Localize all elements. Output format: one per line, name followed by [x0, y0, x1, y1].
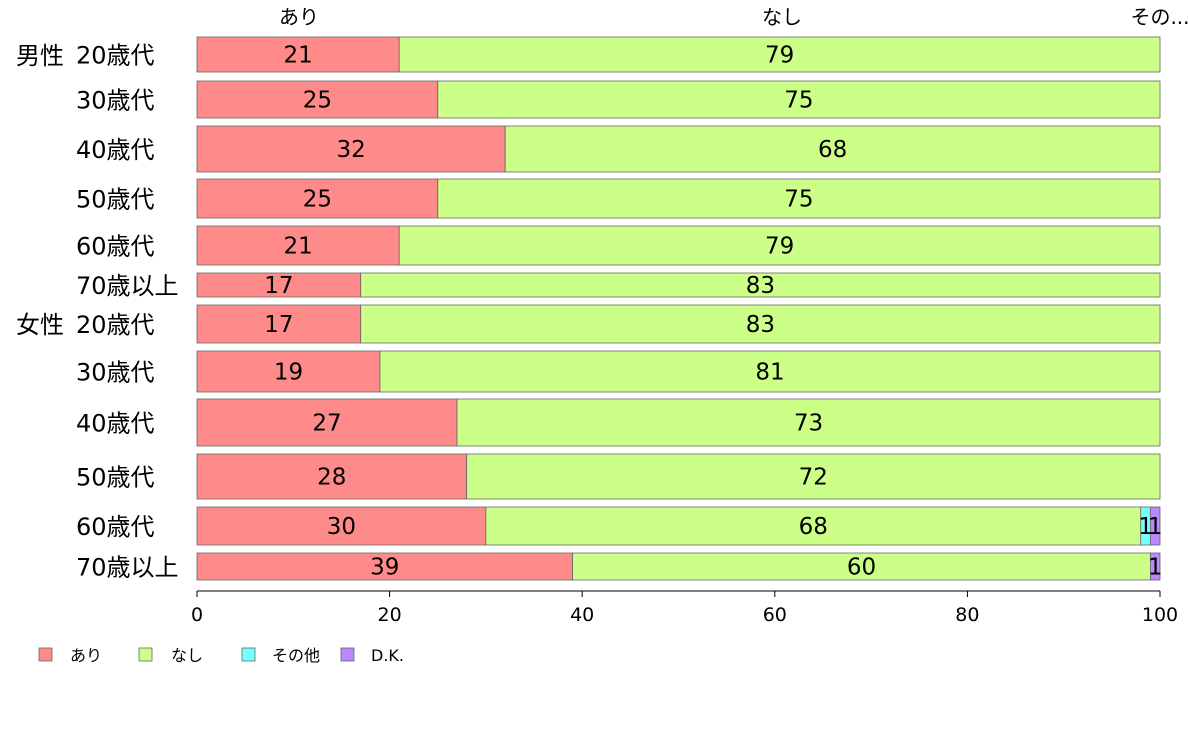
- group-label-female: 女性: [16, 311, 64, 339]
- x-tick-label: 20: [378, 604, 402, 626]
- bar-value-label: 28: [317, 465, 346, 491]
- row-label: 20歳代: [76, 311, 155, 339]
- bar-segment: [379, 350, 1161, 393]
- bar-segment: [196, 80, 439, 119]
- row-label: 30歳代: [76, 87, 155, 115]
- bar-value-label: 1: [1148, 514, 1163, 540]
- row-label: 70歳以上: [76, 272, 179, 300]
- row-label: 40歳代: [76, 136, 155, 164]
- top-label-sonota: その...: [1130, 5, 1188, 29]
- bar-segment: [456, 398, 1161, 447]
- bar-value-label: 75: [784, 88, 813, 114]
- bar-value-label: 83: [746, 312, 775, 338]
- bar-value-label: 81: [755, 360, 784, 386]
- bar-segment: [196, 552, 573, 581]
- bar-value-label: 30: [327, 514, 356, 540]
- row-label: 60歳代: [76, 513, 155, 541]
- bar-value-label: 25: [303, 88, 332, 114]
- legend-swatch-ari: [38, 647, 53, 662]
- bar-value-label: 72: [799, 465, 828, 491]
- bar-segment: [504, 125, 1161, 173]
- x-tick-label: 100: [1142, 604, 1178, 626]
- bar-value-label: 1: [1148, 555, 1163, 581]
- row-label: 70歳以上: [76, 554, 179, 582]
- x-tick-label: 0: [191, 604, 203, 626]
- row-label: 40歳代: [76, 410, 155, 438]
- bar-segment: [466, 453, 1161, 500]
- bar-segment: [572, 552, 1151, 581]
- top-label-nashi: なし: [762, 5, 802, 29]
- x-tick-label: 60: [763, 604, 787, 626]
- bar-value-label: 25: [303, 187, 332, 213]
- bar-value-label: 83: [746, 273, 775, 299]
- bar-value-label: 60: [847, 555, 876, 581]
- legend: あり なし その他 D.K.: [38, 646, 404, 665]
- bar-segment: [1149, 552, 1161, 581]
- row-label: 30歳代: [76, 359, 155, 387]
- bar-value-label: 27: [312, 411, 341, 437]
- bar-segment: [437, 80, 1161, 119]
- bar-value-label: 17: [264, 273, 293, 299]
- x-tick-label: 40: [570, 604, 594, 626]
- bar-value-label: 79: [765, 43, 794, 69]
- bar-segment: [398, 36, 1161, 73]
- bar-value-label: 73: [794, 411, 823, 437]
- bar-value-label: 17: [264, 312, 293, 338]
- row-label: 20歳代: [76, 42, 155, 70]
- legend-label-sonota: その他: [272, 646, 320, 665]
- bar-segment: [196, 398, 458, 447]
- bar-segment: [196, 225, 400, 266]
- bar-segment: [360, 272, 1161, 298]
- legend-label-dk: D.K.: [371, 646, 404, 665]
- group-label-male: 男性: [16, 42, 64, 70]
- bar-value-label: 68: [818, 137, 847, 163]
- bar-segment: [196, 506, 487, 546]
- bars-layer: [196, 36, 1161, 581]
- bar-value-label: 21: [283, 43, 312, 69]
- bar-segment: [196, 178, 439, 219]
- x-axis: 0 20 40 60 80 100: [191, 590, 1178, 626]
- top-label-ari: あり: [279, 5, 319, 29]
- row-label: 50歳代: [76, 186, 155, 214]
- legend-label-ari: あり: [70, 646, 102, 665]
- bar-value-label: 19: [274, 360, 303, 386]
- x-tick-label: 80: [955, 604, 979, 626]
- bar-value-label: 79: [765, 234, 794, 260]
- legend-swatch-dk: [340, 647, 355, 662]
- bar-segment: [196, 36, 400, 73]
- bar-segment: [196, 125, 506, 173]
- bar-value-label: 68: [799, 514, 828, 540]
- row-label: 60歳代: [76, 233, 155, 261]
- bar-segment: [196, 453, 468, 500]
- row-label: 50歳代: [76, 464, 155, 492]
- bar-value-label: 21: [283, 234, 312, 260]
- labels-layer: 20歳代 21 79 30歳代 25 75 40歳代 32 68 50歳代 25 75 60歳代 21 79…: [76, 42, 1163, 582]
- legend-swatch-sonota: [241, 647, 256, 662]
- legend-swatch-nashi: [138, 647, 153, 662]
- bar-segment: [1149, 506, 1161, 546]
- bar-value-label: 1: [1138, 514, 1153, 540]
- legend-label-nashi: なし: [171, 646, 203, 665]
- bar-segment: [196, 304, 362, 344]
- bar-value-label: 75: [784, 187, 813, 213]
- bar-value-label: 39: [370, 555, 399, 581]
- bar-segment: [398, 225, 1161, 266]
- bar-segment: [360, 304, 1161, 344]
- bar-value-label: 32: [336, 137, 365, 163]
- bar-segment: [485, 506, 1142, 546]
- bar-segment: [437, 178, 1161, 219]
